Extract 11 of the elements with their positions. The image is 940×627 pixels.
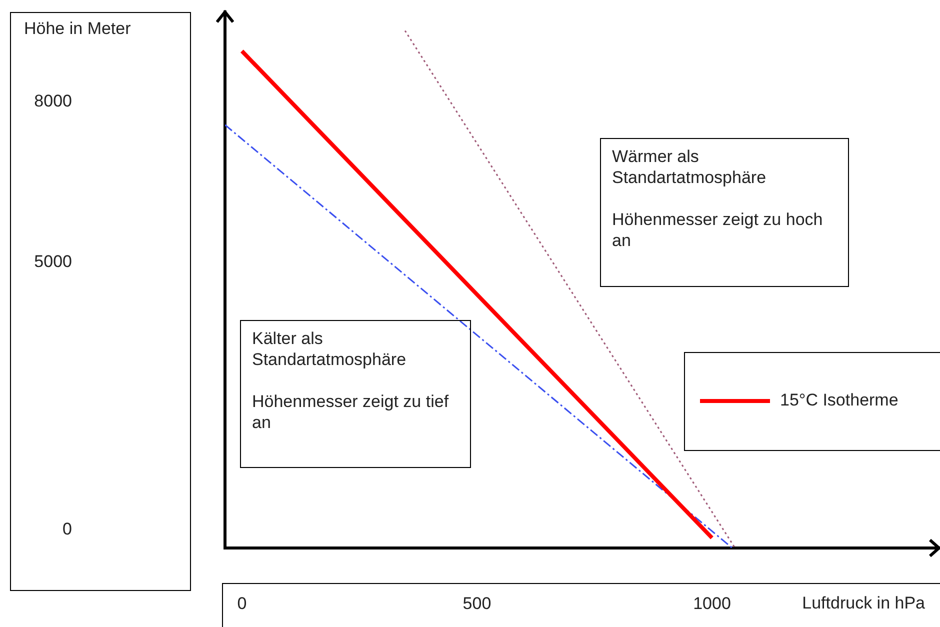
text: Höhe in Meter — [24, 18, 132, 40]
legend-label: 15°C Isotherme — [780, 390, 898, 410]
text: Kälter als Standartatmosphäre Höhenmesser zeigt zu tief an — [252, 329, 449, 432]
text: Wärmer als Standartatmosphäre Höhenmesser zeigt zu hoch an — [612, 147, 823, 250]
x-tick-label: 0 — [237, 594, 247, 613]
y-tick-label: 5000 — [34, 252, 72, 272]
y-tick-label: 8000 — [34, 92, 72, 111]
x-tick-label: 1000 — [693, 594, 731, 613]
y-tick-label: 0 — [62, 520, 72, 538]
x-axis-title: Luftdruck in hPa — [802, 594, 926, 613]
x-tick-label: 500 — [462, 594, 492, 613]
